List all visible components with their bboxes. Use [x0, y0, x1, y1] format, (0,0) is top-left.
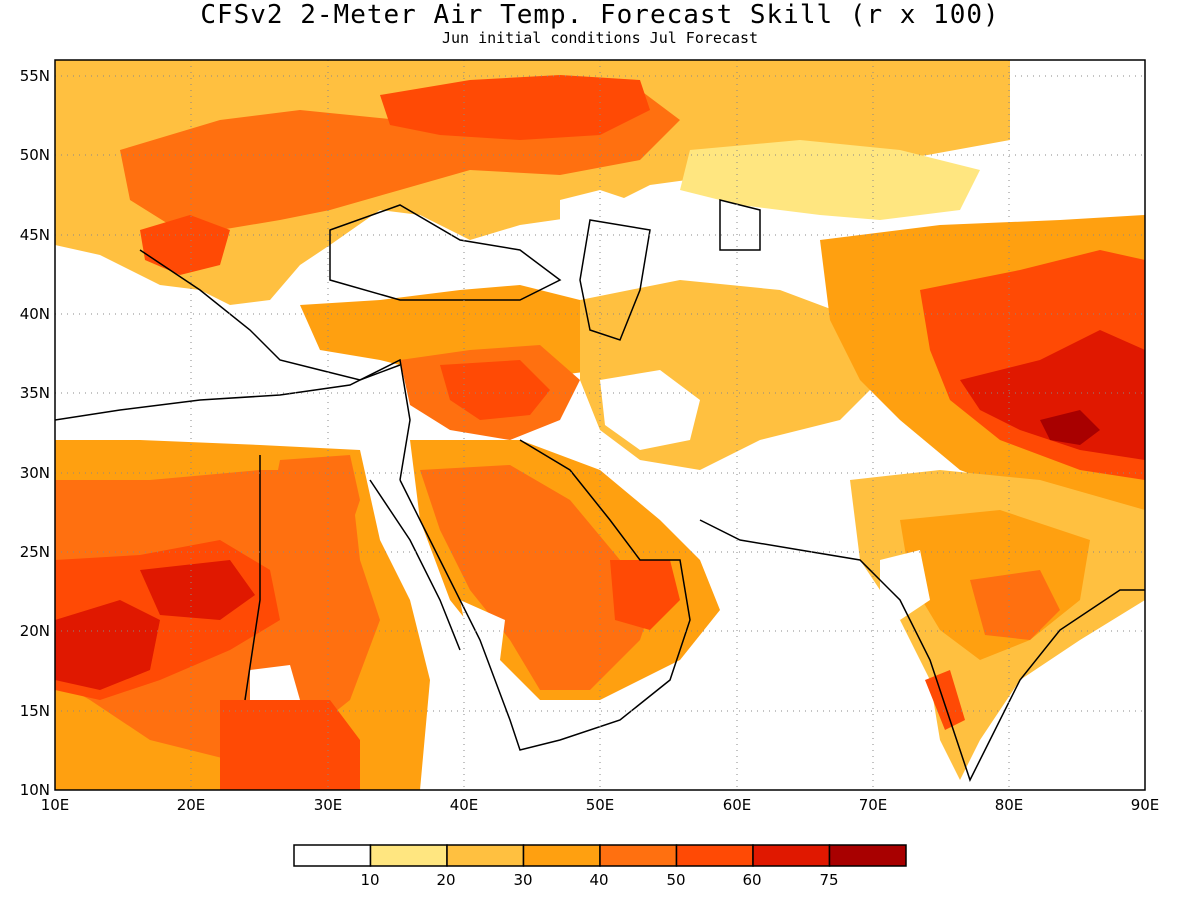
lat-label: 20N	[20, 622, 50, 640]
skill-region-iraq-high	[440, 360, 550, 420]
lon-label: 20E	[177, 796, 206, 814]
lat-label: 40N	[20, 305, 50, 323]
colorbar-swatch	[522, 844, 601, 867]
lat-label: 55N	[20, 67, 50, 85]
colorbar-swatch	[369, 844, 448, 867]
colorbar-swatch	[446, 844, 525, 867]
colorbar-label: 75	[819, 871, 838, 889]
skill-field	[55, 60, 1145, 790]
colorbar-swatch	[675, 844, 754, 867]
skill-region-india-gap	[880, 550, 930, 620]
lon-label: 90E	[1131, 796, 1160, 814]
colorbar-swatch	[293, 844, 372, 867]
skill-region-sudan	[220, 700, 360, 790]
lat-label: 50N	[20, 146, 50, 164]
lon-label: 30E	[314, 796, 343, 814]
lat-label: 30N	[20, 464, 50, 482]
skill-region-tibet-core	[960, 330, 1145, 460]
lon-label: 10E	[41, 796, 70, 814]
colorbar	[293, 844, 907, 867]
colorbar-swatch	[599, 844, 678, 867]
plot-frame	[54, 59, 1146, 791]
skill-region-sahara-core	[55, 600, 160, 690]
colorbar-label: 40	[589, 871, 608, 889]
lon-label: 40E	[450, 796, 479, 814]
lat-labels: 55N 50N 45N 40N 35N 30N 25N 20N 15N 10N	[20, 67, 50, 799]
colorbar-label: 30	[513, 871, 532, 889]
skill-region-sahara-core2	[140, 560, 255, 620]
skill-region-russia-high	[380, 75, 650, 140]
skill-region-egypt	[270, 455, 360, 545]
lat-label: 15N	[20, 702, 50, 720]
skill-region-kazakh	[680, 140, 980, 220]
colorbar-label: 50	[666, 871, 685, 889]
colorbar-swatch	[828, 844, 907, 867]
skill-region-arabia-mid	[420, 465, 660, 690]
coastlines	[55, 199, 1145, 782]
lat-label: 10N	[20, 781, 50, 799]
map-subtitle: Jun initial conditions Jul Forecast	[441, 29, 759, 47]
colorbar-label: 10	[360, 871, 379, 889]
lon-label: 60E	[723, 796, 752, 814]
lat-label: 45N	[20, 226, 50, 244]
skill-region-india-coast	[925, 670, 965, 730]
colorbar-label: 20	[436, 871, 455, 889]
skill-region-iran-gap	[600, 370, 700, 450]
colorbar-label: 60	[742, 871, 761, 889]
skill-region-oman	[610, 560, 680, 630]
lat-label: 35N	[20, 384, 50, 402]
map-title: CFSv2 2-Meter Air Temp. Forecast Skill (…	[200, 0, 1000, 30]
lon-label: 80E	[995, 796, 1024, 814]
skill-region-arabia-gap	[460, 600, 505, 660]
lon-label: 50E	[586, 796, 615, 814]
skill-region-india-high	[970, 570, 1060, 640]
lon-label: 70E	[859, 796, 888, 814]
lat-label: 25N	[20, 543, 50, 561]
colorbar-swatch	[752, 844, 831, 867]
skill-region-balkans	[140, 215, 230, 275]
skill-region-tibet-peak	[1040, 410, 1100, 445]
lon-labels: 10E 20E 30E 40E 50E 60E 70E 80E 90E	[41, 796, 1160, 814]
colorbar-labels: 10 20 30 40 50 60 75	[360, 871, 838, 889]
